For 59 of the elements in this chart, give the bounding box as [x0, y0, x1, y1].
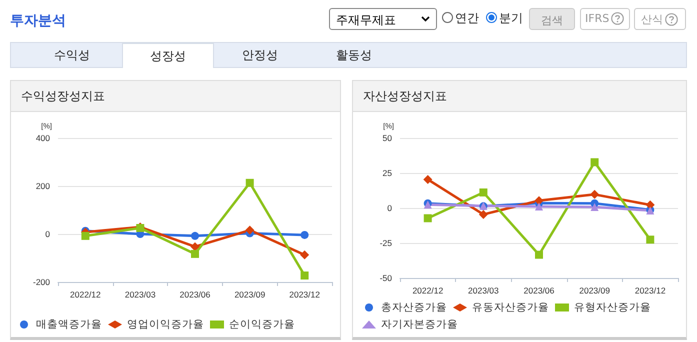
- point: [300, 272, 309, 280]
- y-tick-label: 200: [36, 181, 50, 191]
- point: [191, 250, 199, 258]
- point: [535, 202, 543, 210]
- legend-label: 자기자본증가율: [381, 318, 458, 330]
- text: 성장성: [122, 43, 214, 68]
- point: [81, 232, 90, 240]
- text: 연간: [455, 11, 479, 25]
- y-tick-label: 50: [382, 133, 392, 143]
- legend-label: 총자산증가율: [381, 302, 447, 314]
- point: [646, 200, 655, 210]
- y-tick-label: 25: [382, 168, 392, 178]
- y-tick-label: -200: [32, 277, 50, 287]
- point: [479, 188, 488, 196]
- x-tick-label: 2023/12: [289, 290, 320, 300]
- x-tick-label: 2023/06: [180, 290, 211, 300]
- point: [590, 158, 599, 166]
- x-tick-label: 2023/06: [524, 286, 555, 296]
- text: 안정성: [241, 47, 279, 64]
- text: 주재무제표: [336, 13, 396, 27]
- point: [478, 210, 488, 219]
- chart-title: 자산성장성지표: [353, 81, 686, 112]
- text: 분기: [499, 11, 523, 25]
- x-tick-label: 2023/03: [468, 286, 500, 296]
- x-tick-label: 2023/03: [124, 290, 156, 300]
- x-tick-label: 2023/09: [579, 286, 610, 296]
- legend-label: 영업이익증가율: [127, 318, 204, 330]
- y-tick-label: -25: [380, 238, 392, 248]
- y-tick-label: 0: [387, 203, 392, 213]
- legend-label: 유동자산증가율: [472, 302, 549, 314]
- text: 검색: [529, 8, 575, 30]
- text: 활동성: [335, 47, 373, 64]
- point: [590, 203, 599, 212]
- legend-label: 유형자산증가율: [574, 302, 651, 314]
- y-tick-label: 0: [45, 229, 50, 239]
- text: 산식: [641, 13, 663, 26]
- x-tick-label: 2023/12: [634, 286, 666, 296]
- legend-label: 순이익증가율: [229, 318, 295, 330]
- x-tick-label: 2023/09: [234, 290, 266, 300]
- point: [590, 190, 600, 199]
- text: 투자분석: [10, 12, 66, 30]
- point: [246, 178, 254, 187]
- x-tick-label: 2022/12: [412, 286, 444, 296]
- point: [191, 232, 199, 240]
- legend-label: 매출액증가율: [36, 318, 102, 330]
- point: [534, 196, 544, 206]
- x-tick-label: 2022/12: [70, 290, 102, 300]
- text: IFRS: [585, 12, 610, 25]
- point: [300, 250, 310, 260]
- point: [245, 226, 254, 235]
- point: [535, 250, 543, 259]
- point: [300, 230, 309, 239]
- point: [646, 236, 654, 244]
- point: [423, 174, 432, 184]
- chart-title: 수익성장성지표: [11, 81, 340, 112]
- point: [424, 214, 432, 222]
- y-tick-label: -50: [380, 273, 392, 283]
- text: 수익성: [53, 47, 91, 64]
- y-tick-label: 400: [36, 133, 50, 143]
